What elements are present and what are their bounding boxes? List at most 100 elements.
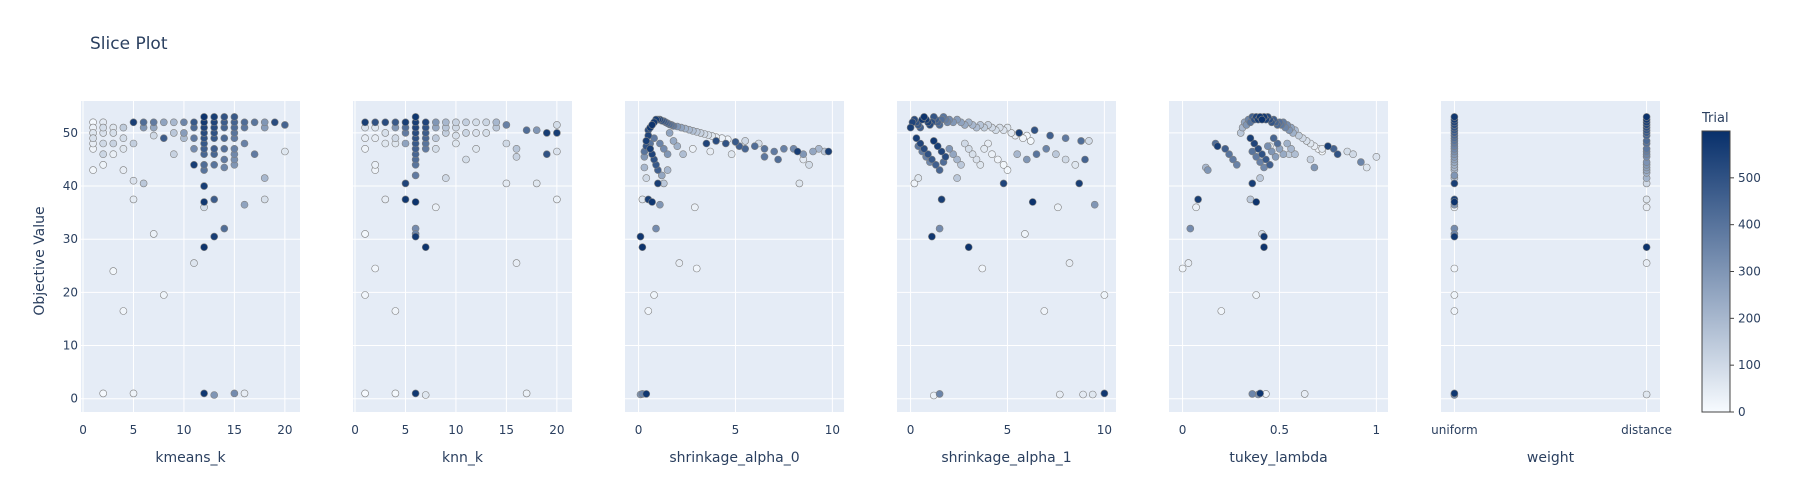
trial-point [1042, 145, 1050, 153]
plot-area [353, 101, 572, 412]
trial-point [190, 118, 198, 127]
trial-point [109, 267, 118, 275]
trial-point [1450, 179, 1459, 188]
trial-point [281, 121, 289, 129]
trial-point [984, 139, 992, 148]
trial-point [1450, 198, 1459, 206]
trial-point [170, 150, 178, 158]
trial-point [492, 118, 501, 127]
trial-point [968, 150, 977, 158]
x-tick-label: 10 [176, 423, 191, 437]
trial-point [1258, 115, 1266, 124]
trial-point [553, 129, 561, 137]
trial-point [1071, 161, 1080, 169]
trial-point [824, 147, 833, 156]
trial-point [1357, 158, 1365, 166]
trial-point [462, 129, 470, 137]
trial-point [210, 161, 218, 169]
trial-point [760, 153, 769, 161]
x-tick-label: 0 [351, 423, 359, 437]
trial-point [928, 155, 936, 164]
trial-point [1061, 134, 1070, 142]
trial-point [906, 123, 915, 132]
trial-point [741, 137, 750, 145]
trial-point [149, 230, 158, 238]
trial-point [401, 118, 410, 127]
trial-point [361, 118, 369, 127]
trial-point [760, 145, 769, 153]
trial-point [999, 161, 1008, 169]
y-tick-label: 20 [63, 285, 78, 299]
trial-point [119, 123, 128, 132]
trial-point [361, 389, 369, 398]
trial-point [371, 161, 380, 169]
trial-point [482, 118, 491, 127]
trial-point [230, 145, 239, 153]
trial-point [1267, 147, 1276, 156]
trial-point [665, 129, 674, 137]
trial-point [774, 155, 782, 164]
trial-point [482, 129, 491, 137]
trial-point [933, 142, 942, 150]
trial-point [210, 113, 218, 121]
trial-point [1021, 230, 1029, 238]
trial-point [1217, 307, 1226, 315]
trial-point [1279, 150, 1288, 158]
trial-point [1213, 142, 1222, 150]
trial-point [727, 150, 736, 158]
trial-point [160, 291, 168, 299]
x-tick-label: 0.5 [1270, 423, 1289, 437]
trial-point [1642, 203, 1651, 212]
trial-point [270, 118, 279, 127]
trial-point [421, 118, 430, 127]
trial-point [964, 145, 973, 153]
subplot-kmeans_k: 0 5 10 15 20 kmeans_k 0 10 20 30 40 50 [63, 101, 300, 466]
trial-point [220, 113, 229, 121]
trial-point [1333, 150, 1342, 158]
trial-point [1079, 390, 1087, 399]
trial-point [472, 118, 480, 127]
trial-point [1256, 174, 1264, 182]
trial-point [1019, 134, 1027, 142]
trial-point [1088, 390, 1097, 399]
trial-point [411, 389, 420, 398]
trial-point [648, 198, 656, 206]
trial-point [542, 129, 551, 137]
x-axis-title: kmeans_k [155, 450, 226, 466]
trial-point [1642, 390, 1651, 399]
trial-point [180, 129, 188, 137]
trial-point [411, 198, 420, 206]
x-axis-title: tukey_lambda [1229, 450, 1327, 466]
trial-point [648, 121, 656, 129]
trial-point [953, 155, 961, 164]
y-tick-label: 30 [63, 232, 78, 246]
trial-point [502, 139, 511, 148]
trial-point [642, 137, 651, 145]
trial-point [675, 259, 684, 267]
trial-point [1085, 137, 1093, 145]
trial-point [1184, 259, 1193, 267]
trial-point [220, 134, 229, 142]
trial-point [941, 153, 950, 161]
trial-point [1046, 131, 1054, 140]
trial-point [937, 195, 946, 204]
trial-point [512, 145, 521, 153]
trial-point [462, 118, 470, 127]
trial-point [230, 389, 239, 398]
trial-point [1007, 129, 1016, 137]
trial-point [937, 147, 946, 156]
trial-point [960, 139, 969, 148]
trial-point [452, 118, 460, 127]
trial-point [650, 291, 658, 299]
trial-point [1204, 166, 1212, 174]
trial-point [129, 176, 138, 185]
trial-point [1273, 139, 1282, 148]
trial-point [89, 166, 97, 174]
trial-point [1032, 150, 1041, 158]
trial-point [240, 118, 249, 127]
trial-point [170, 118, 178, 127]
x-tick-label: 10 [1097, 423, 1112, 437]
trial-point [200, 243, 208, 251]
